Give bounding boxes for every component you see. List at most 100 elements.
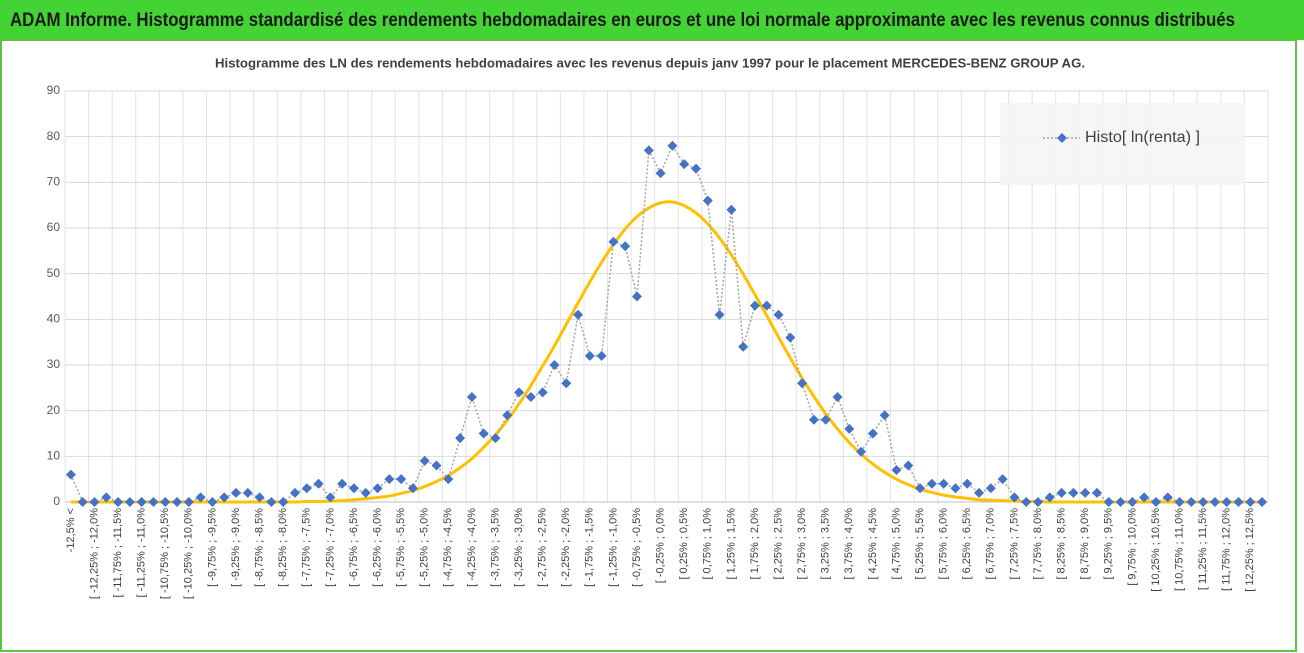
marker bbox=[1127, 497, 1138, 507]
marker bbox=[301, 483, 312, 494]
marker bbox=[1245, 497, 1256, 507]
marker bbox=[962, 478, 973, 489]
x-tick-label: [ 11,25% ; 11,5% bbox=[1197, 508, 1209, 590]
marker bbox=[1174, 497, 1185, 507]
marker bbox=[891, 465, 902, 476]
marker bbox=[903, 460, 914, 471]
marker bbox=[455, 433, 466, 444]
marker bbox=[1221, 497, 1232, 507]
marker bbox=[667, 140, 678, 151]
x-tick-label: [ 7,25% ; 7,5% bbox=[1008, 508, 1020, 580]
x-tick-label: [ -9,75% ; -9,5% bbox=[206, 508, 218, 587]
x-tick-label: [ -2,25% ; -2,0% bbox=[560, 508, 572, 587]
x-tick-label: [ -6,75% ; -6,5% bbox=[348, 508, 360, 587]
marker bbox=[65, 469, 76, 480]
marker bbox=[313, 478, 324, 489]
marker bbox=[254, 492, 265, 503]
marker bbox=[1009, 492, 1020, 503]
legend-label: Histo[ ln(renta) ] bbox=[1085, 129, 1200, 146]
x-tick-label: [ -8,75% ; -8,5% bbox=[254, 508, 266, 587]
marker bbox=[419, 455, 430, 466]
x-tick-label: [ -2,75% ; -2,5% bbox=[537, 508, 549, 587]
marker bbox=[1091, 487, 1102, 498]
x-tick-label: [ -0,25% ; 0,0% bbox=[655, 508, 667, 583]
marker bbox=[337, 478, 348, 489]
x-tick-label: [ 5,75% ; 6,0% bbox=[938, 508, 950, 580]
legend-box bbox=[1000, 103, 1245, 185]
marker bbox=[325, 492, 336, 503]
marker bbox=[702, 195, 713, 206]
marker bbox=[596, 350, 607, 361]
x-tick-label: [ 1,75% ; 2,0% bbox=[749, 508, 761, 580]
marker bbox=[77, 497, 88, 507]
x-tick-label: [ 4,75% ; 5,0% bbox=[890, 508, 902, 580]
marker bbox=[808, 414, 819, 425]
title-bar bbox=[0, 0, 1304, 40]
marker bbox=[726, 204, 737, 215]
marker bbox=[160, 497, 171, 507]
x-tick-label: [ -0,75% ; -0,5% bbox=[631, 508, 643, 587]
marker bbox=[266, 497, 277, 507]
marker bbox=[1080, 487, 1091, 498]
marker bbox=[1162, 492, 1173, 503]
x-tick-label: [ 8,75% ; 9,0% bbox=[1079, 508, 1091, 580]
marker bbox=[384, 474, 395, 485]
marker bbox=[643, 145, 654, 156]
x-tick-label: [ 0,75% ; 1,0% bbox=[702, 508, 714, 580]
marker bbox=[1068, 487, 1079, 498]
frame bbox=[0, 39, 1297, 652]
marker bbox=[101, 492, 112, 503]
marker bbox=[478, 428, 489, 439]
marker bbox=[289, 487, 300, 498]
x-tick-label: [ -4,75% ; -4,5% bbox=[442, 508, 454, 587]
marker bbox=[879, 410, 890, 421]
y-tick-label: 20 bbox=[47, 403, 61, 417]
x-tick-label: [ -7,25% ; -7,0% bbox=[324, 508, 336, 587]
x-tick-label: [ 7,75% ; 8,0% bbox=[1032, 508, 1044, 580]
marker bbox=[844, 423, 855, 434]
marker bbox=[714, 309, 725, 320]
x-tick-label: [ -12,25% ; -12,0% bbox=[88, 508, 100, 599]
marker bbox=[690, 163, 701, 174]
x-tick-label: [ -5,25% ; -5,0% bbox=[419, 508, 431, 587]
y-tick-label: 10 bbox=[47, 449, 61, 463]
y-tick-label: 70 bbox=[47, 175, 61, 189]
marker bbox=[608, 236, 619, 247]
marker bbox=[195, 492, 206, 503]
marker bbox=[561, 378, 572, 389]
marker bbox=[820, 414, 831, 425]
marker bbox=[773, 309, 784, 320]
marker bbox=[856, 446, 867, 457]
marker bbox=[466, 391, 477, 402]
marker bbox=[1150, 497, 1161, 507]
marker bbox=[360, 487, 371, 498]
marker bbox=[1139, 492, 1150, 503]
marker bbox=[915, 483, 926, 494]
marker bbox=[1115, 497, 1126, 507]
x-tick-label: -12,5% < bbox=[65, 508, 77, 552]
x-tick-label: [ -11,25% ; -11,0% bbox=[136, 508, 148, 598]
marker bbox=[573, 309, 584, 320]
marker bbox=[231, 487, 242, 498]
marker bbox=[1021, 497, 1032, 507]
x-tick-label: [ -7,75% ; -7,5% bbox=[301, 508, 313, 587]
x-tick-label: [ -1,25% ; -1,0% bbox=[607, 508, 619, 587]
x-tick-label: [ 9,25% ; 9,5% bbox=[1103, 508, 1115, 580]
marker bbox=[431, 460, 442, 471]
marker bbox=[926, 478, 937, 489]
marker bbox=[997, 474, 1008, 485]
marker bbox=[632, 291, 643, 302]
marker bbox=[219, 492, 230, 503]
x-tick-label: [ 6,25% ; 6,5% bbox=[961, 508, 973, 580]
marker bbox=[242, 487, 253, 498]
marker bbox=[938, 478, 949, 489]
x-tick-label: [ -4,25% ; -4,0% bbox=[466, 508, 478, 587]
marker bbox=[867, 428, 878, 439]
marker bbox=[749, 300, 760, 311]
marker bbox=[1033, 497, 1044, 507]
marker bbox=[832, 391, 843, 402]
page-title: ADAM Informe. Histogramme standardisé de… bbox=[10, 10, 1235, 31]
series-line bbox=[70, 144, 1263, 503]
